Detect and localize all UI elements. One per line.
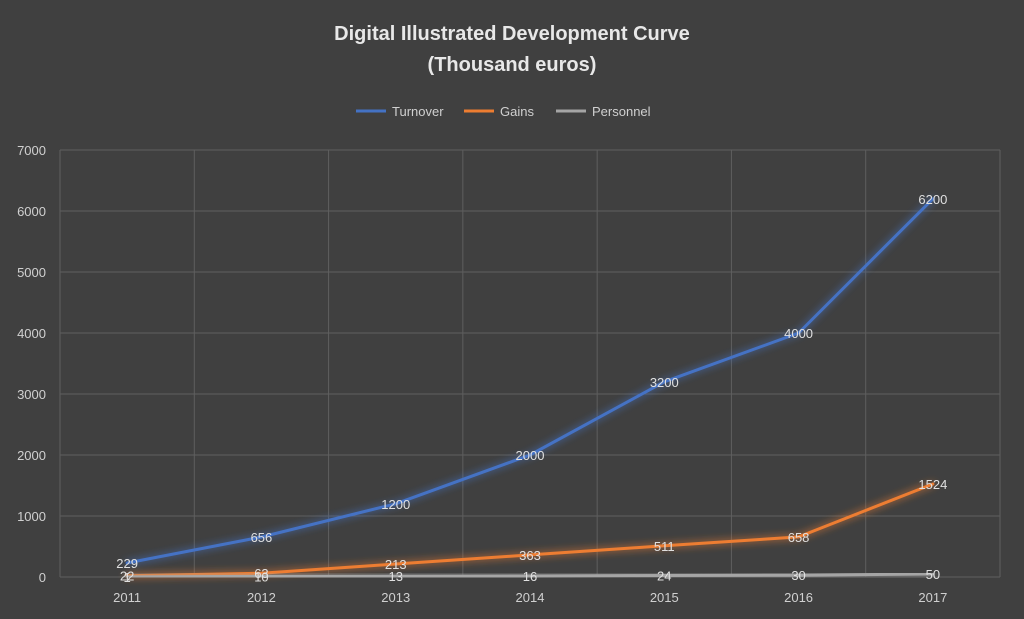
data-label-turnover: 4000 [784, 326, 813, 341]
data-labels: 229 656 1200 2000 3200 4000 6200 22 63 213 363 511 6… [116, 192, 947, 585]
legend-label: Turnover [392, 104, 444, 119]
y-tick-label: 4000 [17, 326, 46, 341]
data-label-gains: 213 [385, 557, 407, 572]
chart-title: Digital Illustrated Development Curve [334, 23, 690, 45]
axes: 0 1000 2000 3000 4000 5000 6000 7000 2011 2012 201… [17, 143, 947, 605]
legend-item-turnover: Turnover [356, 104, 444, 119]
y-tick-label: 5000 [17, 265, 46, 280]
y-tick-label: 0 [39, 570, 46, 585]
data-label-turnover: 656 [251, 530, 273, 545]
series-lines [125, 197, 935, 579]
x-tick-label: 2011 [113, 590, 141, 605]
data-label-gains: 22 [120, 569, 134, 584]
data-label-gains: 63 [254, 566, 268, 581]
y-tick-label: 3000 [17, 387, 46, 402]
data-label-turnover: 2000 [516, 448, 545, 463]
series-line-personnel [125, 572, 935, 579]
legend-label: Personnel [592, 104, 651, 119]
x-tick-label: 2012 [247, 590, 276, 605]
data-label-turnover: 229 [116, 556, 138, 571]
data-label-gains: 658 [788, 530, 810, 545]
legend: Turnover Gains Personnel [356, 104, 651, 119]
legend-item-personnel: Personnel [556, 104, 651, 119]
x-tick-label: 2015 [650, 590, 679, 605]
y-tick-label: 6000 [17, 204, 46, 219]
data-label-personnel: 50 [926, 567, 940, 582]
y-tick-label: 7000 [17, 143, 46, 158]
data-label-personnel: 30 [791, 568, 805, 583]
grid [59, 149, 1001, 578]
data-label-personnel: 1 [124, 570, 131, 585]
legend-item-gains: Gains [464, 104, 534, 119]
data-label-gains: 1524 [918, 477, 947, 492]
data-label-turnover: 3200 [650, 375, 679, 390]
data-label-personnel: 24 [657, 569, 671, 584]
legend-label: Gains [500, 104, 534, 119]
data-label-turnover: 1200 [381, 497, 410, 512]
data-label-personnel: 16 [523, 569, 537, 584]
chart-subtitle: (Thousand euros) [428, 54, 597, 76]
y-tick-label: 2000 [17, 448, 46, 463]
x-tick-label: 2017 [918, 590, 947, 605]
data-label-gains: 363 [519, 548, 541, 563]
data-label-turnover: 6200 [918, 192, 947, 207]
data-label-gains: 511 [654, 539, 675, 554]
x-tick-label: 2014 [516, 590, 545, 605]
y-tick-label: 1000 [17, 509, 46, 524]
x-tick-label: 2013 [381, 590, 410, 605]
data-label-personnel: 10 [254, 569, 268, 584]
data-label-personnel: 13 [388, 569, 402, 584]
series-line-turnover [125, 197, 935, 565]
series-line-gains [125, 482, 935, 578]
x-tick-label: 2016 [784, 590, 813, 605]
